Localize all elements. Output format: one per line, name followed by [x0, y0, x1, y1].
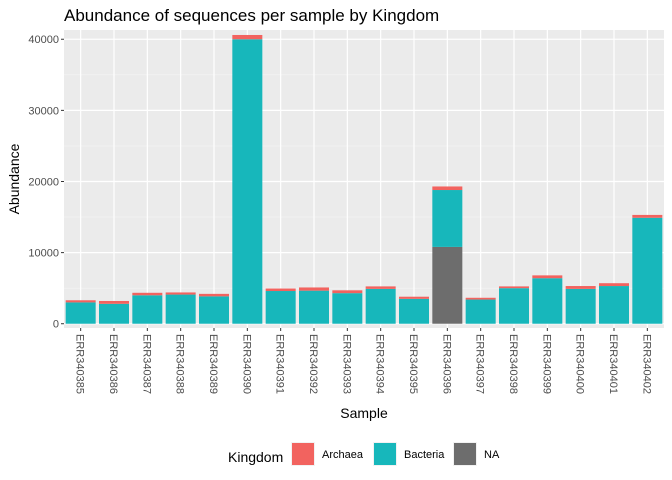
bar-segment-archaea	[499, 286, 529, 289]
bar-segment-bacteria	[199, 296, 229, 324]
y-tick-label: 10000	[28, 248, 59, 260]
bar-segment-archaea	[399, 296, 429, 299]
legend: Kingdom Archaea Bacteria NA	[228, 442, 500, 466]
x-tick-label: ERR340398	[507, 334, 519, 394]
bar-segment-bacteria	[465, 299, 496, 324]
bar-segment-bacteria	[265, 291, 296, 324]
bar-segment-bacteria	[299, 290, 329, 324]
y-tick-label: 30000	[28, 105, 59, 117]
x-tick-label: ERR340386	[107, 334, 119, 394]
x-tick-label: ERR340394	[374, 334, 386, 394]
x-axis-title: Sample	[340, 405, 388, 421]
bar-segment-archaea	[132, 292, 163, 296]
legend-title: Kingdom	[228, 449, 283, 465]
x-tick-label: ERR340389	[207, 334, 219, 394]
bar-segment-bacteria	[432, 190, 463, 247]
bar-segment-bacteria	[165, 294, 196, 324]
bar-segment-archaea	[332, 290, 363, 294]
bar-segment-archaea	[265, 288, 296, 292]
bar-segment-archaea	[465, 297, 496, 300]
bar-segment-bacteria	[232, 39, 263, 324]
x-tick-label: ERR340402	[640, 334, 652, 394]
bar-segment-bacteria	[399, 298, 429, 324]
x-tick-label: ERR340387	[140, 334, 152, 394]
bar-segment-bacteria	[132, 295, 163, 324]
bar-segment-bacteria	[65, 302, 96, 324]
plot-panel	[64, 30, 664, 328]
bar-segment-bacteria	[532, 278, 563, 324]
legend-label: NA	[484, 449, 500, 461]
bar-segment-bacteria	[332, 293, 363, 324]
bar-segment-archaea	[165, 292, 196, 295]
bar-segment-bacteria	[365, 288, 396, 324]
bar-segment-archaea	[432, 186, 463, 191]
bar-segment-na	[432, 246, 463, 324]
bars	[65, 34, 663, 324]
bar-segment-archaea	[632, 214, 663, 218]
y-tick-label: 0	[53, 319, 59, 331]
bar-segment-bacteria	[99, 303, 129, 324]
x-tick-label: ERR340396	[440, 334, 452, 394]
y-tick-label: 20000	[28, 176, 59, 188]
x-tick-label: ERR340395	[407, 334, 419, 394]
x-tick-label: ERR340397	[474, 334, 486, 394]
bar-segment-archaea	[532, 275, 563, 279]
bar-segment-bacteria	[565, 288, 596, 324]
x-tick-label: ERR340400	[574, 334, 586, 394]
y-tick-label: 40000	[28, 34, 59, 46]
bar-segment-bacteria	[599, 286, 629, 324]
bar-segment-archaea	[365, 286, 396, 289]
x-tick-label: ERR340392	[307, 334, 319, 394]
bar-segment-archaea	[299, 287, 329, 291]
legend-label: Bacteria	[404, 449, 445, 461]
x-tick-label: ERR340391	[274, 334, 286, 394]
legend-key-archaea	[292, 443, 314, 465]
x-tick-label: ERR340390	[240, 334, 252, 394]
bar-segment-archaea	[599, 283, 629, 287]
bar-segment-archaea	[199, 293, 229, 297]
minor-gridlines	[64, 74, 664, 289]
chart-title: Abundance of sequences per sample by Kin…	[64, 6, 439, 25]
legend-key-na	[454, 443, 476, 465]
y-axis: 0 10000 20000 30000 40000	[28, 34, 64, 331]
x-tick-label: ERR340388	[174, 334, 186, 394]
bar-segment-archaea	[99, 300, 129, 304]
legend-label: Archaea	[322, 449, 364, 461]
x-axis: ERR340385 ERR340386 ERR340387 ERR340388 ERR3…	[74, 328, 652, 394]
legend-key-bacteria	[374, 443, 396, 465]
y-axis-title: Abundance	[6, 143, 22, 214]
x-tick-label: ERR340393	[340, 334, 352, 394]
bar-segment-bacteria	[632, 217, 663, 324]
x-tick-label: ERR340401	[607, 334, 619, 394]
bar-segment-archaea	[565, 286, 596, 289]
x-tick-label: ERR340385	[74, 334, 86, 394]
bar-segment-bacteria	[499, 288, 529, 324]
bar-segment-archaea	[232, 34, 263, 40]
x-tick-label: ERR340399	[540, 334, 552, 394]
bar-segment-archaea	[65, 300, 96, 303]
